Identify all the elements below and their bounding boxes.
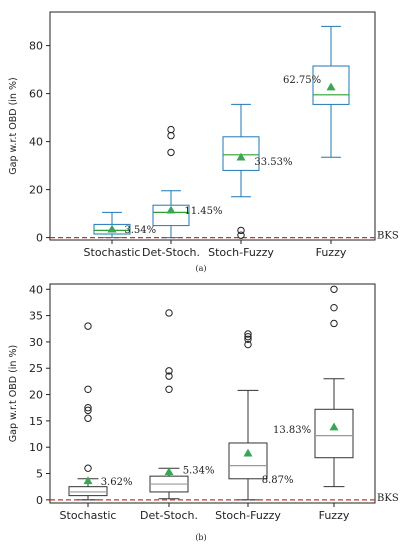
outlier-point [167,125,175,134]
y-tick-label: 0 [36,494,43,507]
panel-caption: (b) [195,533,206,542]
y-tick-label: 35 [29,310,43,323]
y-axis-label: Gap w.r.t OBD (in %) [8,345,19,442]
mean-marker [164,467,174,476]
box-iqr [68,486,108,497]
mean-value-label: 8.87% [262,475,294,486]
mean-value-label: 62.75% [283,75,321,86]
outlier-point [167,148,175,157]
y-tick-label: 80 [29,40,43,53]
box-stoch-fuzzy: 33.53% [222,103,293,239]
box-fuzzy: 62.75% [283,25,350,158]
mean-value-label: 3.54% [124,225,156,236]
outlier-point [167,131,175,140]
panel-b: 0 5 10 15 20 25 30 35 40 Gap w.r.t OBD (in %) BKS 3… [8,283,399,542]
outlier-point [330,303,338,312]
outlier-point [165,385,173,393]
y-tick-label: 10 [29,441,43,454]
mean-marker [107,224,117,233]
plot-frame [49,11,376,241]
x-tick-label: Stoch-Fuzzy [215,509,281,522]
outlier-point [84,322,92,330]
outlier-point [330,319,338,328]
mean-marker [326,82,336,91]
mean-value-label: 13.83% [273,425,311,436]
y-tick-label: 5 [36,468,43,481]
outlier-point [165,372,173,380]
box-iqr [228,442,268,480]
y-tick-label: 40 [29,283,43,296]
outlier-point [165,309,173,317]
outlier-point [244,330,252,338]
mean-value-label: 33.53% [254,157,292,168]
outlier-point [244,335,252,343]
outlier-point [84,404,92,412]
y-tick-label: 15 [29,415,43,428]
x-tick-label: Det-Stoch. [140,509,198,522]
panel-a: 0 20 40 60 80 Gap w.r.t OBD (in %) BKS 3.54% Sto… [8,11,399,273]
y-axis-label: Gap w.r.t OBD (in %) [8,77,19,174]
outlier-point [84,406,92,415]
y-tick-label: 0 [36,232,43,245]
outlier-point [237,231,245,239]
outlier-point [330,285,338,293]
mean-marker [243,448,253,457]
bks-label: BKS [377,493,399,504]
box-det-stoch-: 5.34% [149,309,215,500]
x-tick-label: Det-Stoch. [142,246,200,259]
outlier-point [84,385,92,393]
box-det-stoch-: 11.45% [152,125,223,239]
y-tick-label: 25 [29,362,43,375]
x-tick-label: Fuzzy [316,246,347,259]
box-iqr [152,204,190,227]
outlier-point [237,226,245,235]
mean-value-label: 5.34% [183,466,215,477]
panel-caption: (a) [195,264,206,273]
x-tick-label: Stoch-Fuzzy [208,246,274,259]
outlier-point [165,367,173,375]
box-stochastic: 3.62% [68,322,133,501]
x-tick-label: Stochastic [84,246,141,259]
mean-value-label: 11.45% [184,206,222,217]
box-iqr [312,65,350,105]
x-tick-label: Stochastic [60,509,117,522]
mean-marker [83,476,93,485]
y-tick-label: 60 [29,88,43,101]
box-stochastic: 3.54% [93,211,156,239]
outlier-point [244,332,252,341]
outlier-point [84,414,92,422]
y-tick-label: 20 [29,184,43,197]
box-iqr [222,136,260,171]
outlier-point [244,340,252,349]
mean-marker [236,152,246,161]
y-tick-label: 30 [29,336,43,349]
mean-marker [166,205,176,214]
mean-marker [329,422,339,431]
x-tick-label: Fuzzy [319,509,350,522]
bks-label: BKS [377,231,399,242]
outlier-point [84,464,92,472]
y-tick-label: 40 [29,136,43,149]
box-stoch-fuzzy: 8.87% [228,330,294,501]
box-iqr [314,408,354,459]
mean-value-label: 3.62% [101,477,133,488]
y-tick-label: 20 [29,389,43,402]
box-fuzzy: 13.83% [273,285,354,488]
plot-frame [49,283,376,504]
box-iqr [93,223,131,235]
